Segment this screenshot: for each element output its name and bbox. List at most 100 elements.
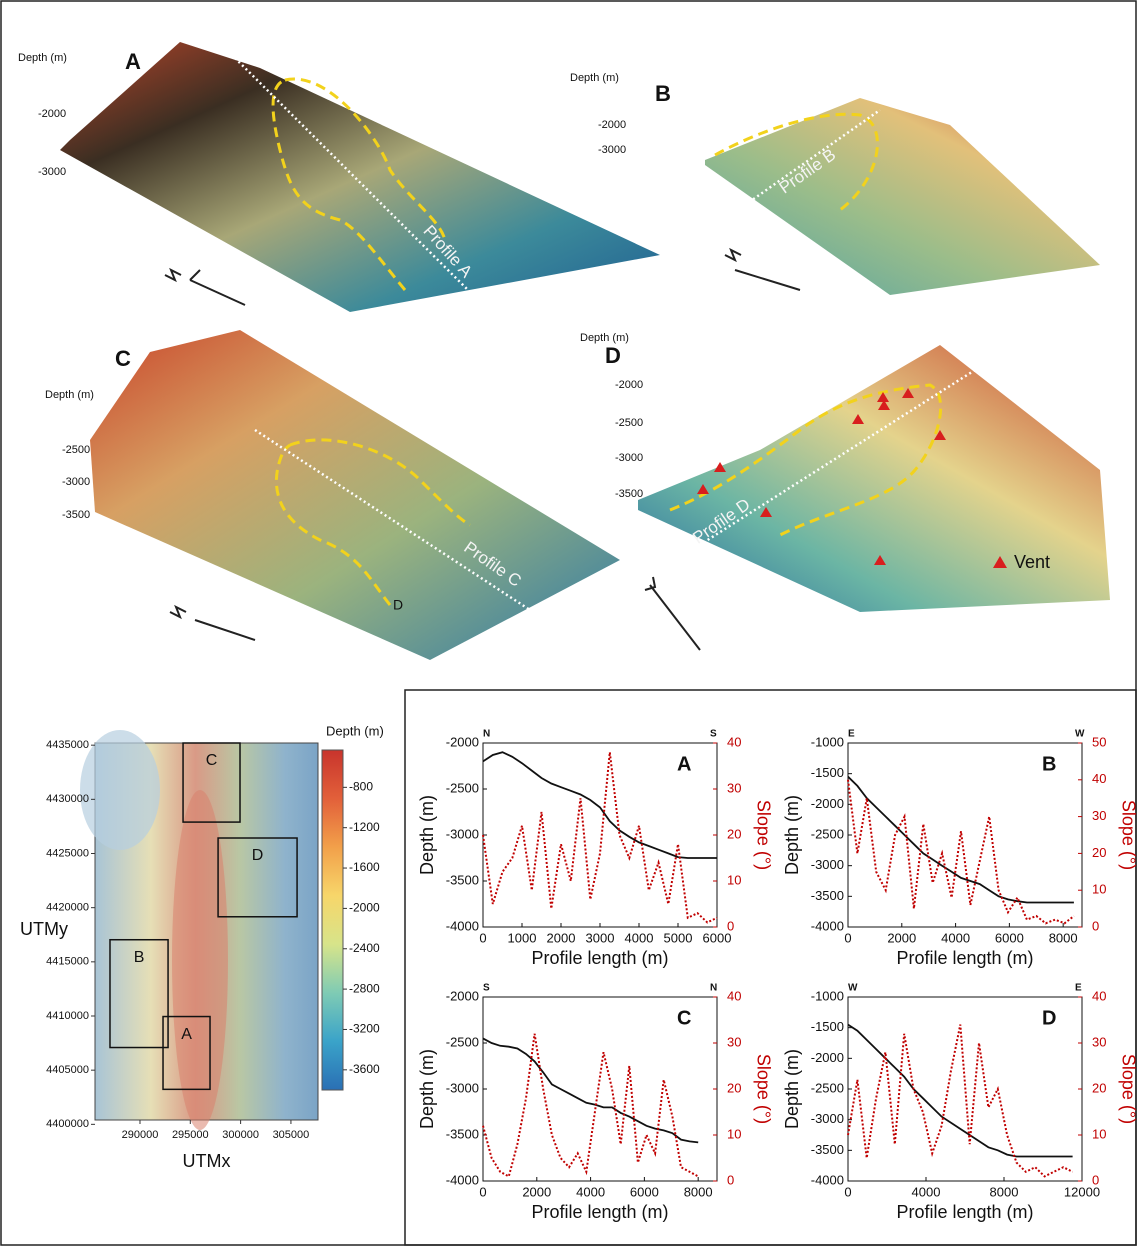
terrain	[638, 345, 1110, 612]
y-tick-label: -2000	[446, 734, 479, 749]
colorbar-tick-label: -2400	[349, 941, 380, 955]
x-axis-label: Profile length (m)	[896, 1202, 1033, 1222]
panel-letter: A	[677, 753, 691, 775]
colorbar-tick-label: -3600	[349, 1062, 380, 1076]
y-tick-label: -1000	[811, 988, 844, 1003]
y2-tick-label: 20	[727, 1080, 741, 1095]
y-tick-label: -3500	[446, 1126, 479, 1141]
map-box-label: B	[134, 949, 145, 966]
depth-tick: -2500	[62, 444, 90, 456]
north-arrow	[645, 577, 700, 650]
y-tick-label: 4420000	[46, 902, 89, 914]
left-end-label: S	[483, 983, 490, 994]
depth-tick: -3000	[62, 476, 90, 488]
y2-tick-label: 10	[727, 1126, 741, 1141]
x-axis-label: Profile length (m)	[896, 948, 1033, 968]
depth-label: Depth (m)	[45, 389, 94, 401]
depth-label: Depth (m)	[18, 52, 67, 64]
x-tick-label: 0	[844, 930, 851, 945]
depth-tick: -3000	[615, 452, 643, 464]
right-end-label: N	[710, 983, 717, 994]
figure: Profile A A Depth (m) -2000 -3000 Profil…	[0, 0, 1137, 1246]
y2-tick-label: 30	[1092, 808, 1106, 823]
north-arrow	[165, 270, 245, 305]
depth-tick: -3000	[598, 144, 626, 156]
vent-legend: Vent	[1014, 552, 1050, 572]
map-box-label: C	[206, 752, 218, 769]
colorbar	[322, 750, 343, 1090]
y-tick-label: -2000	[811, 796, 844, 811]
y2-axis-label: Slope (°)	[1118, 1054, 1137, 1124]
x-tick-label: 8000	[684, 1184, 713, 1199]
y2-tick-label: 20	[727, 826, 741, 841]
y-tick-label: 4405000	[46, 1064, 89, 1076]
colorbar-tick-label: -2000	[349, 901, 380, 915]
y-tick-label: 4430000	[46, 793, 89, 805]
y-tick-label: 4435000	[46, 739, 89, 751]
y-tick-label: -3000	[446, 1080, 479, 1095]
ridge	[172, 790, 228, 1130]
view-a: Profile A A Depth (m) -2000 -3000	[18, 42, 660, 312]
depth-tick: -3000	[38, 166, 66, 178]
x-tick-label: 8000	[1049, 930, 1078, 945]
y-tick-label: 4415000	[46, 956, 89, 968]
y-tick-label: -1500	[811, 765, 844, 780]
x-tick-label: 5000	[664, 930, 693, 945]
y-tick-label: -4000	[446, 1172, 479, 1187]
y2-tick-label: 10	[1092, 1126, 1106, 1141]
x-tick-label: 2000	[887, 930, 916, 945]
panel-letter: B	[655, 81, 671, 106]
y2-tick-label: 50	[1092, 734, 1106, 749]
y2-tick-label: 40	[727, 734, 741, 749]
y-tick-label: -3000	[811, 857, 844, 872]
colorbar-tick-label: -800	[349, 780, 373, 794]
y-tick-label: -3000	[446, 826, 479, 841]
y-tick-label: -4000	[811, 918, 844, 933]
y-axis-label: Depth (m)	[782, 795, 802, 875]
x-tick-label: 1000	[508, 930, 537, 945]
y2-tick-label: 30	[727, 780, 741, 795]
x-tick-label: 290000	[122, 1129, 159, 1141]
slope-line	[848, 1025, 1073, 1177]
depth-label: Depth (m)	[570, 72, 619, 84]
y2-axis-label: Slope (°)	[753, 1054, 773, 1124]
x-tick-label: 2000	[522, 1184, 551, 1199]
right-end-label: W	[1075, 729, 1085, 740]
x-axis-label: Profile length (m)	[531, 948, 668, 968]
north-arrow	[725, 250, 800, 290]
y-tick-label: -2500	[811, 826, 844, 841]
depth-tick: -2500	[615, 417, 643, 429]
colorbar-tick-label: -1600	[349, 860, 380, 874]
right-end-label: S	[710, 729, 717, 740]
y-axis-label: Depth (m)	[417, 1049, 437, 1129]
x-tick-label: 0	[479, 1184, 486, 1199]
panel-letter: D	[1042, 1007, 1056, 1029]
terrain	[705, 98, 1100, 295]
depth-tick: -2000	[615, 379, 643, 391]
x-tick-label: 6000	[630, 1184, 659, 1199]
charts: 2900002950003000003050004400000440500044…	[20, 723, 1137, 1221]
x-tick-label: 2000	[547, 930, 576, 945]
y-tick-label: -1500	[811, 1019, 844, 1034]
depth-tick: -2000	[598, 119, 626, 131]
x-tick-label: 295000	[172, 1129, 209, 1141]
x-tick-label: 4000	[941, 930, 970, 945]
y2-tick-label: 20	[1092, 1080, 1106, 1095]
panel-letter: C	[115, 346, 131, 371]
view-c: Profile C D C Depth (m) -2500 -3000 -350…	[45, 330, 620, 660]
depth-line	[848, 1025, 1073, 1157]
y2-axis-label: Slope (°)	[753, 800, 773, 870]
y2-tick-label: 0	[1092, 918, 1099, 933]
y-tick-label: -2500	[446, 1034, 479, 1049]
y-tick-label: -3500	[811, 888, 844, 903]
y-tick-label: 4400000	[46, 1118, 89, 1130]
y2-tick-label: 10	[1092, 882, 1106, 897]
north-arrow	[170, 607, 255, 640]
y2-tick-label: 30	[727, 1034, 741, 1049]
y-tick-label: -2000	[811, 1050, 844, 1065]
y-tick-label: -3500	[446, 872, 479, 887]
panel-letter: B	[1042, 753, 1056, 775]
colorbar-tick-label: -1200	[349, 820, 380, 834]
y-tick-label: -4000	[811, 1172, 844, 1187]
y-axis-label: Depth (m)	[417, 795, 437, 875]
